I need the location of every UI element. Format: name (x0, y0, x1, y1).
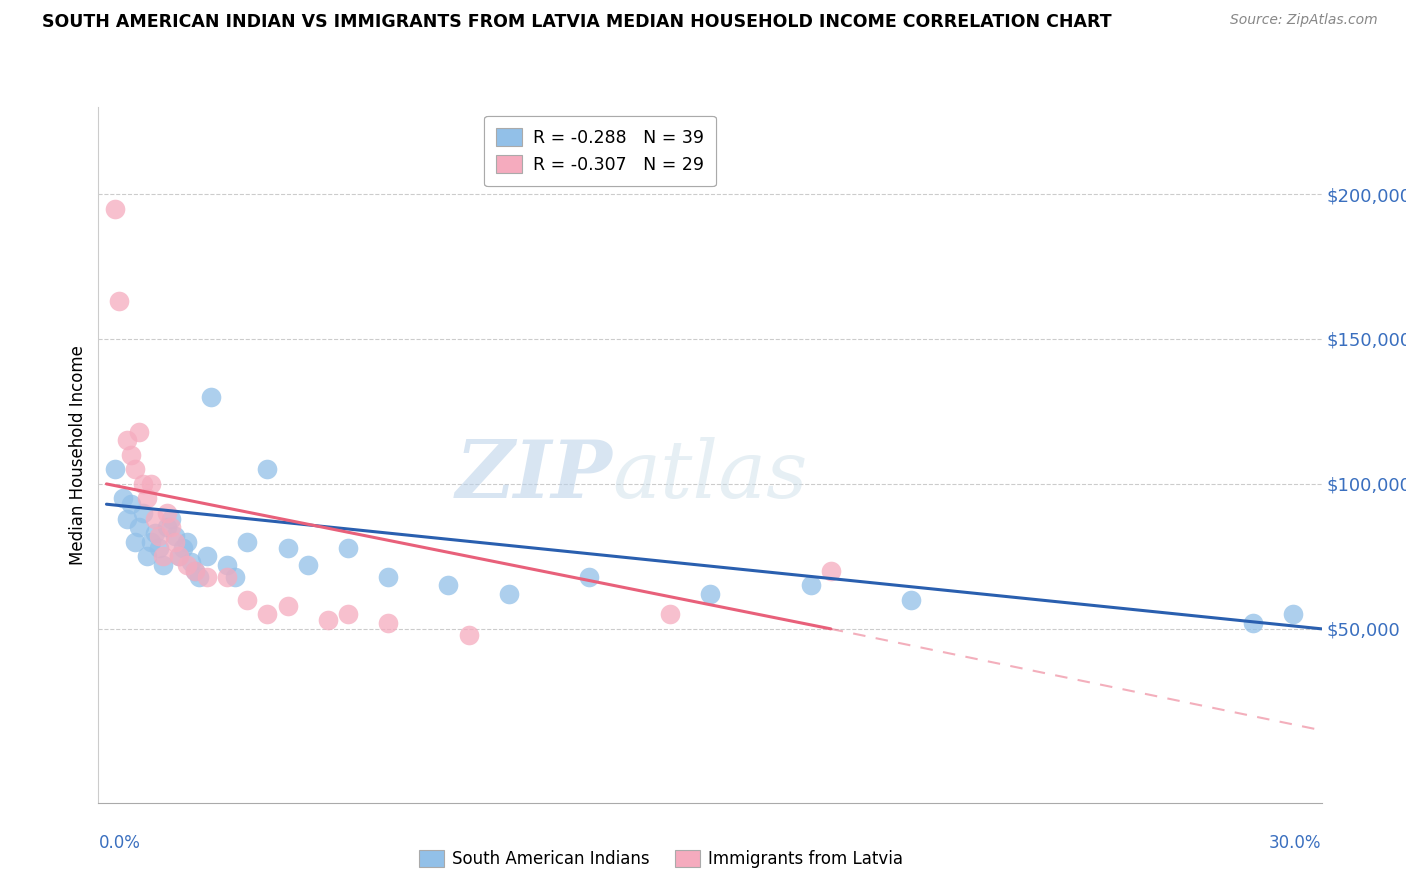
Point (195, 549, 218, 564)
Point (336, 607, 359, 622)
Point (336, 541, 359, 555)
Point (103, 462, 125, 476)
Text: Source: ZipAtlas.com: Source: ZipAtlas.com (1230, 13, 1378, 28)
Text: ZIP: ZIP (456, 437, 612, 515)
Point (156, 520, 179, 534)
Point (1282, 607, 1305, 622)
Point (128, 425, 150, 439)
Point (135, 491, 157, 506)
Point (256, 607, 278, 622)
Point (131, 476, 153, 491)
Point (176, 534, 198, 549)
Point (172, 541, 194, 555)
Point (139, 476, 162, 491)
Point (111, 491, 134, 506)
Point (437, 578, 460, 592)
Point (578, 570, 600, 584)
Point (176, 558, 198, 573)
Text: 0.0%: 0.0% (98, 834, 141, 852)
Point (217, 570, 239, 584)
Point (115, 511, 138, 525)
Point (195, 570, 218, 584)
Point (256, 462, 278, 476)
Point (103, 202, 125, 216)
Point (107, 294, 129, 309)
Point (217, 558, 239, 573)
Point (184, 564, 207, 578)
Point (236, 534, 259, 549)
Point (180, 555, 202, 569)
Point (498, 587, 520, 601)
Point (800, 578, 823, 592)
Point (188, 570, 211, 584)
Point (163, 534, 186, 549)
Point (156, 506, 179, 520)
Text: 30.0%: 30.0% (1270, 834, 1322, 852)
Point (699, 587, 721, 601)
Point (152, 558, 174, 573)
Text: SOUTH AMERICAN INDIAN VS IMMIGRANTS FROM LATVIA MEDIAN HOUSEHOLD INCOME CORRELAT: SOUTH AMERICAN INDIAN VS IMMIGRANTS FROM… (42, 13, 1112, 31)
Point (135, 549, 157, 564)
Point (900, 592, 922, 607)
Point (148, 541, 170, 555)
Point (128, 520, 150, 534)
Point (160, 520, 183, 534)
Y-axis label: Median Household Income: Median Household Income (69, 345, 87, 565)
Legend: South American Indians, Immigrants from Latvia: South American Indians, Immigrants from … (412, 843, 910, 875)
Point (152, 549, 174, 564)
Point (297, 558, 319, 573)
Point (236, 592, 259, 607)
Point (377, 570, 399, 584)
Point (224, 570, 246, 584)
Point (1241, 615, 1264, 630)
Point (820, 564, 842, 578)
Point (131, 506, 153, 520)
Point (184, 564, 207, 578)
Point (139, 534, 162, 549)
Point (658, 607, 681, 622)
Point (163, 529, 186, 543)
Legend: R = -0.288   N = 39, R = -0.307   N = 29: R = -0.288 N = 39, R = -0.307 N = 29 (484, 116, 716, 186)
Point (124, 462, 146, 476)
Text: atlas: atlas (612, 437, 807, 515)
Point (143, 526, 166, 541)
Point (115, 434, 138, 448)
Point (143, 511, 166, 525)
Point (316, 613, 339, 627)
Point (148, 529, 170, 543)
Point (277, 541, 299, 555)
Point (377, 615, 399, 630)
Point (167, 549, 190, 564)
Point (200, 390, 222, 404)
Point (120, 448, 142, 462)
Point (120, 497, 142, 511)
Point (457, 628, 479, 642)
Point (277, 599, 299, 613)
Point (124, 534, 146, 549)
Point (167, 549, 190, 564)
Point (160, 511, 183, 525)
